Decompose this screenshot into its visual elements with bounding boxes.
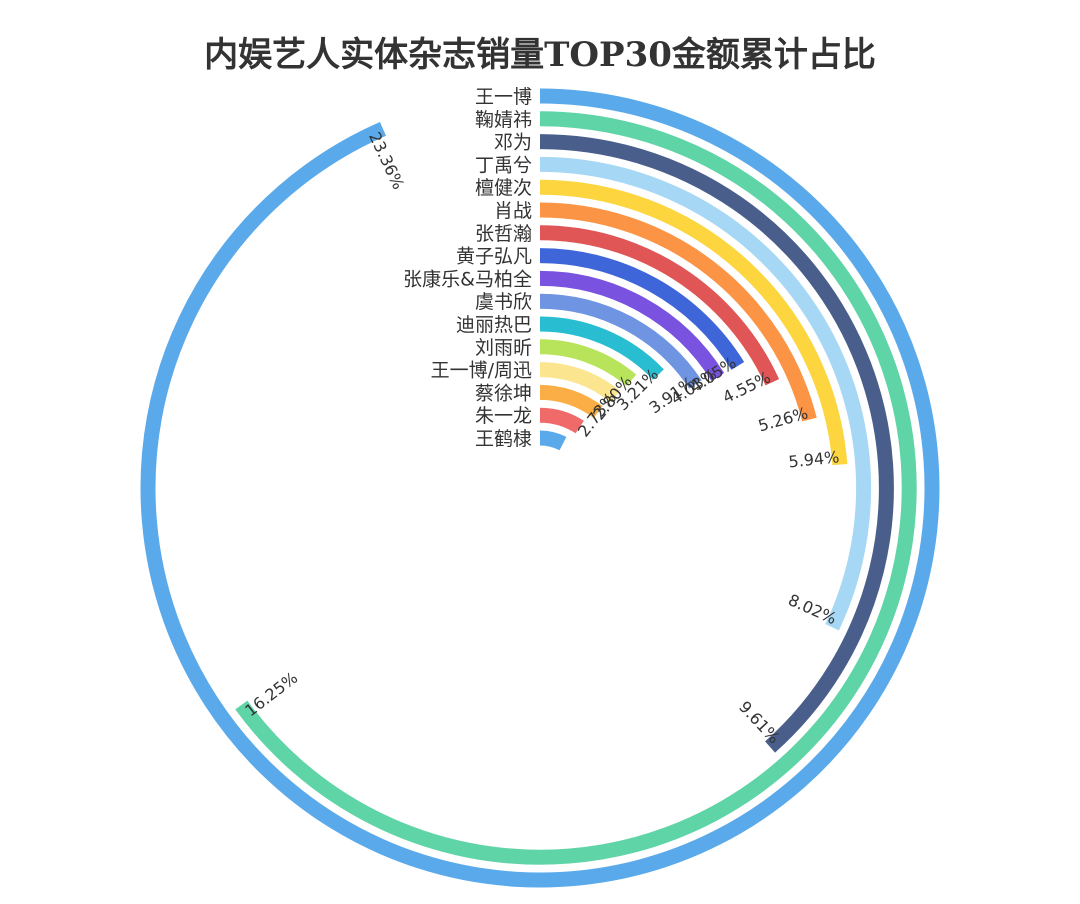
category-label-6: 肖战 [494, 200, 532, 222]
bar-5 [539, 179, 848, 466]
category-label-12: 刘雨昕 [475, 337, 532, 359]
bar-16 [539, 430, 567, 451]
category-label-15: 朱一龙 [475, 405, 532, 427]
value-label-5: 5.94% [788, 447, 841, 471]
category-label-16: 王鹤棣 [475, 428, 532, 450]
bar-6 [539, 202, 817, 422]
category-label-1: 王一博 [475, 86, 532, 108]
category-label-5: 檀健次 [475, 177, 532, 199]
category-label-8: 黄子弘凡 [456, 246, 532, 268]
value-label-2: 16.25% [241, 668, 301, 720]
bar-15 [539, 407, 584, 434]
bar-13 [539, 362, 620, 403]
bar-8 [539, 248, 745, 370]
value-label-6: 5.26% [756, 403, 810, 435]
bar-4 [539, 156, 872, 631]
value-label-4: 8.02% [785, 590, 839, 628]
category-label-7: 张哲瀚 [475, 223, 532, 245]
bar-2 [235, 111, 917, 865]
category-label-4: 丁禹兮 [475, 154, 532, 176]
bars-group [140, 88, 940, 888]
category-label-11: 迪丽热巴 [456, 314, 532, 336]
bar-7 [539, 225, 780, 386]
category-label-9: 张康乐&马柏全 [403, 268, 532, 290]
bar-11 [539, 316, 664, 380]
chart-title: 内娱艺人实体杂志销量TOP30金额累计占比 [204, 35, 876, 75]
bar-9 [539, 270, 725, 382]
bar-3 [539, 134, 894, 753]
category-label-13: 王一博/周迅 [431, 360, 532, 382]
bar-1 [140, 88, 940, 888]
category-label-3: 邓为 [494, 132, 532, 154]
category-label-10: 虞书欣 [475, 291, 532, 313]
category-label-2: 鞠婧祎 [475, 109, 532, 131]
value-label-3: 9.61% [735, 697, 784, 747]
category-labels: 王一博鞠婧祎邓为丁禹兮檀健次肖战张哲瀚黄子弘凡张康乐&马柏全虞书欣迪丽热巴刘雨昕… [403, 86, 532, 450]
bar-12 [539, 339, 637, 387]
bar-10 [539, 293, 702, 389]
value-label-1: 23.36% [365, 129, 408, 192]
category-label-14: 蔡徐坤 [475, 382, 532, 404]
bar-14 [539, 384, 603, 419]
